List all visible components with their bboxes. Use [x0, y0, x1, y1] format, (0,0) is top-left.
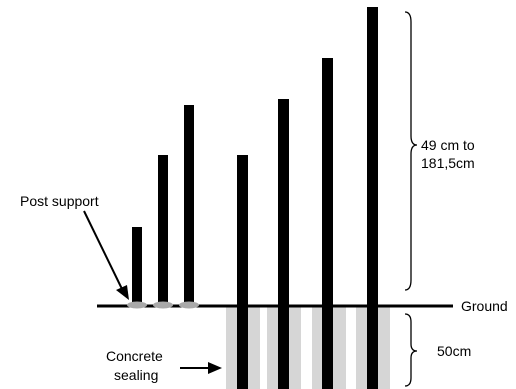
height-range-label-line1: 49 cm to	[421, 137, 475, 153]
ground-label: Ground	[461, 298, 508, 314]
supported-post-tall	[184, 105, 194, 306]
post-support-3	[179, 301, 199, 309]
concrete-post-2	[278, 99, 289, 389]
concrete-sealing-arrow	[180, 362, 222, 374]
concrete-post-4	[367, 7, 378, 389]
post-support-2	[153, 301, 173, 309]
post-support-label: Post support	[20, 193, 99, 209]
depth-label: 50cm	[437, 343, 471, 359]
concrete-posts-group	[237, 7, 378, 389]
concrete-sealing-label-line1: Concrete	[106, 348, 163, 364]
concrete-sealing-group	[226, 306, 390, 389]
post-support-1	[127, 301, 147, 309]
height-range-brace	[404, 11, 418, 291]
post-support-arrow	[83, 210, 129, 300]
supported-posts-group	[132, 105, 194, 306]
supported-post-short	[132, 227, 142, 306]
height-range-label-line2: 181,5cm	[421, 155, 475, 171]
concrete-sealing-label-line2: sealing	[114, 367, 158, 383]
depth-brace	[404, 313, 418, 387]
supported-post-medium	[158, 155, 168, 306]
post-supports-group	[127, 301, 199, 309]
concrete-post-3	[322, 58, 333, 389]
concrete-post-1	[237, 155, 248, 389]
